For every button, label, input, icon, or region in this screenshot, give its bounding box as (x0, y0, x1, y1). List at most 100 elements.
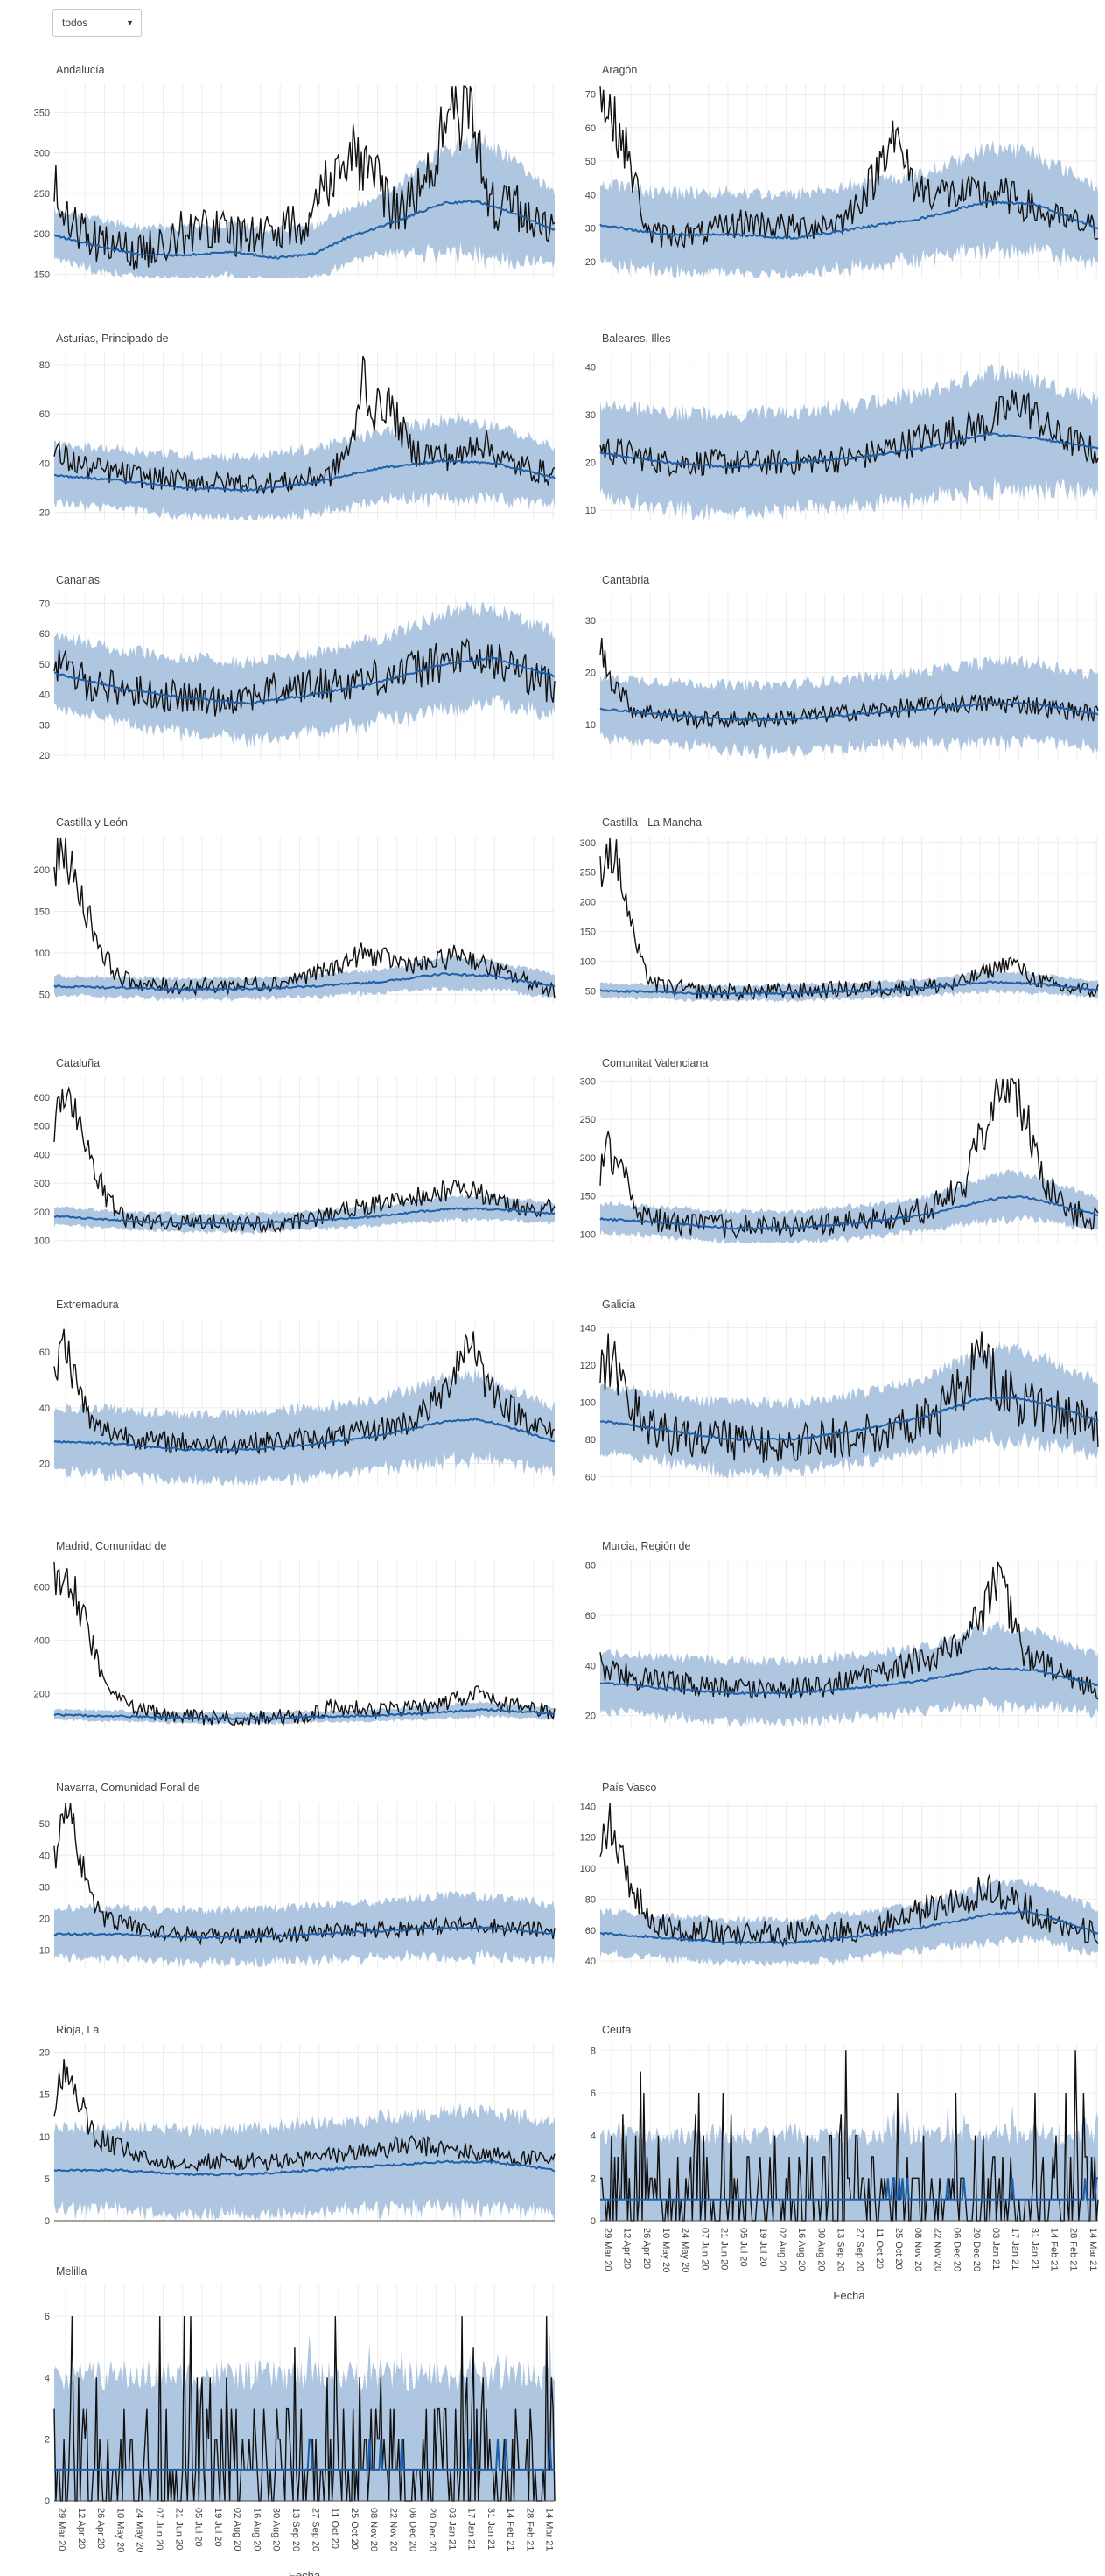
chart-castilla-y-leon: Castilla y León 50 100 150 200 (34, 816, 556, 1003)
expected-line (53, 459, 556, 493)
y-tick-label: 40 (585, 1956, 596, 1967)
x-tick-label: 07 Jun 20 (699, 2228, 710, 2270)
y-tick-label: 20 (39, 1460, 50, 1470)
chart-title: País Vasco (602, 1782, 656, 1794)
prediction-band (600, 1341, 1098, 1480)
chart-andalucia: Andalucía 150 200 250 300 350 (34, 64, 556, 280)
chart-title: Canarias (56, 574, 100, 586)
y-tick-label: 15 (39, 2090, 50, 2101)
expected-line (53, 1925, 556, 1940)
chart-title: Navarra, Comunidad Foral de (56, 1782, 200, 1794)
x-tick-label: 27 Sep 20 (310, 2508, 320, 2552)
expected-line (54, 2438, 555, 2471)
y-tick-label: 100 (580, 957, 596, 968)
y-tick-label: 8 (591, 2046, 596, 2056)
y-tick-label: 120 (580, 1361, 596, 1371)
chart-title: Ceuta (602, 2024, 631, 2036)
x-tick-label: 06 Dec 20 (408, 2508, 418, 2552)
chart-title: Cataluña (56, 1057, 100, 1069)
x-tick-label: 30 Aug 20 (815, 2228, 826, 2272)
x-tick-label: 14 Feb 21 (505, 2508, 515, 2552)
y-tick-label: 100 (34, 1236, 50, 1247)
observed-line (599, 389, 1099, 477)
x-tick-label: 28 Feb 21 (1068, 2228, 1079, 2272)
expected-line (599, 1194, 1099, 1230)
x-tick-label: 26 Apr 20 (95, 2508, 106, 2549)
y-tick-label: 40 (585, 362, 596, 373)
y-tick-label: 50 (39, 990, 50, 1001)
observed-line (599, 1078, 1099, 1240)
chart-title: Cantabria (602, 574, 649, 586)
x-tick-label: 13 Sep 20 (836, 2228, 846, 2272)
y-tick-label: 30 (39, 1882, 50, 1893)
expected-line (53, 2160, 556, 2177)
prediction-band (54, 1367, 555, 1486)
y-tick-label: 30 (39, 720, 50, 731)
x-tick-label: 21 Jun 20 (173, 2508, 184, 2550)
chart-extremadura: Extremadura 20 40 60 (39, 1298, 556, 1486)
chart-title: Asturias, Principado de (56, 332, 169, 345)
y-tick-label: 10 (585, 506, 596, 516)
y-tick-label: 200 (34, 229, 50, 240)
region-select[interactable]: todos ▼ (52, 9, 142, 37)
x-tick-label: 29 Mar 20 (603, 2228, 613, 2272)
y-tick-label: 50 (39, 1819, 50, 1830)
x-tick-label: 31 Jan 21 (486, 2508, 496, 2550)
y-tick-label: 60 (585, 1926, 596, 1936)
y-tick-label: 300 (580, 1076, 596, 1087)
observed-line (599, 1561, 1099, 1700)
observed-line (599, 837, 1099, 1002)
y-tick-label: 6 (591, 2089, 596, 2099)
chevron-down-icon: ▼ (126, 18, 134, 27)
x-tick-label: 13 Sep 20 (290, 2508, 301, 2552)
y-tick-label: 40 (585, 1661, 596, 1671)
chart-title: Castilla - La Mancha (602, 816, 702, 829)
y-tick-label: 20 (585, 668, 596, 679)
expected-line (53, 1207, 556, 1226)
x-tick-label: 05 Jul 20 (193, 2508, 204, 2547)
chart-aragon: Aragón 20 30 40 50 60 70 (585, 64, 1099, 278)
prediction-band (600, 654, 1098, 760)
y-tick-label: 60 (39, 1348, 50, 1358)
chart-title: Comunitat Valenciana (602, 1057, 708, 1069)
chart-asturias-principado-de: Asturias, Principado de 20 40 60 80 (39, 332, 556, 520)
observed-line (599, 1802, 1099, 1948)
y-tick-label: 40 (585, 190, 596, 200)
y-tick-label: 20 (39, 751, 50, 761)
y-tick-label: 60 (585, 123, 596, 134)
y-tick-label: 400 (34, 1150, 50, 1160)
y-tick-label: 250 (580, 868, 596, 878)
y-tick-label: 600 (34, 1582, 50, 1592)
y-tick-label: 100 (580, 1864, 596, 1874)
y-tick-label: 600 (34, 1093, 50, 1103)
x-tick-label: 02 Aug 20 (232, 2508, 242, 2552)
chart-madrid-comunidad-de: Madrid, Comunidad de 200 400 600 (34, 1540, 556, 1728)
prediction-band (600, 1878, 1098, 1969)
x-tick-label: 08 Nov 20 (368, 2508, 379, 2552)
x-tick-label: 14 Mar 21 (1088, 2228, 1098, 2272)
y-tick-label: 140 (580, 1324, 596, 1334)
chart-cataluna: Cataluña 100 200 300 400 500 600 (34, 1057, 556, 1247)
y-tick-label: 0 (591, 2216, 596, 2227)
x-tick-label: 12 Apr 20 (622, 2228, 633, 2269)
y-tick-label: 20 (585, 458, 596, 469)
x-tick-label: 11 Oct 20 (330, 2508, 340, 2549)
y-tick-label: 400 (34, 1635, 50, 1646)
y-tick-label: 60 (585, 1611, 596, 1621)
y-tick-label: 250 (34, 189, 50, 200)
chart-title: Madrid, Comunidad de (56, 1540, 167, 1552)
expected-line (53, 972, 556, 991)
y-tick-label: 30 (585, 410, 596, 421)
y-tick-label: 40 (39, 1404, 50, 1414)
prediction-band (54, 1891, 555, 1969)
x-tick-label: 29 Mar 20 (57, 2508, 67, 2552)
x-tick-label: 11 Oct 20 (874, 2228, 885, 2269)
y-tick-label: 140 (580, 1802, 596, 1812)
x-tick-label: 21 Jun 20 (719, 2228, 730, 2270)
chart-title: Rioja, La (56, 2024, 99, 2036)
y-tick-label: 10 (585, 720, 596, 731)
prediction-band (600, 969, 1098, 1003)
y-tick-label: 100 (580, 1229, 596, 1240)
chart-murcia-region-de: Murcia, Región de 20 40 60 80 (585, 1540, 1099, 1728)
x-tick-label: 16 Aug 20 (796, 2228, 807, 2272)
